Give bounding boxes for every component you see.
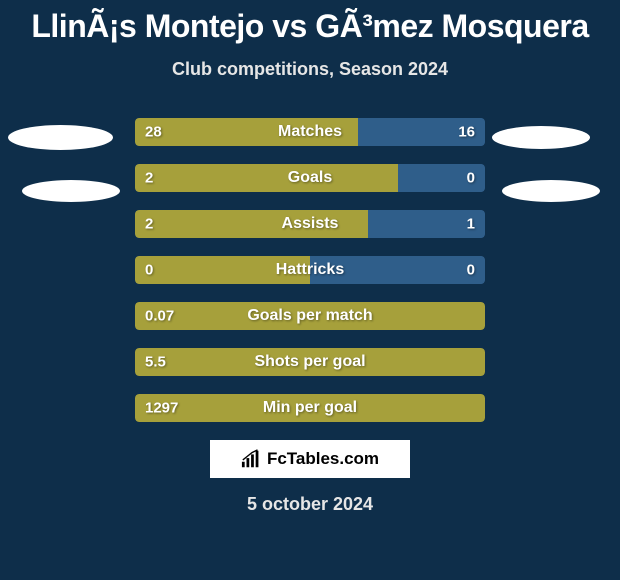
- stat-bar: Matches28 16: [135, 118, 485, 146]
- stat-label: Hattricks: [135, 261, 485, 279]
- branding-text: FcTables.com: [267, 449, 379, 469]
- page-subtitle: Club competitions, Season 2024: [0, 59, 620, 80]
- stat-label: Goals per match: [135, 307, 485, 325]
- stat-label: Matches: [135, 123, 485, 141]
- stat-value-left: 2: [145, 170, 153, 187]
- stat-label: Shots per goal: [135, 353, 485, 371]
- date-label: 5 october 2024: [0, 494, 620, 515]
- stat-bar: Hattricks0 0: [135, 256, 485, 284]
- page-title: LlinÃ¡s Montejo vs GÃ³mez Mosquera: [0, 0, 620, 45]
- player-ellipse-right-2: [502, 180, 600, 202]
- stat-value-right: 0: [467, 170, 475, 187]
- stat-value-left: 28: [145, 124, 162, 141]
- stat-bar: Goals per match0.07: [135, 302, 485, 330]
- stat-value-left: 0: [145, 262, 153, 279]
- stat-value-left: 0.07: [145, 308, 174, 325]
- stat-value-left: 2: [145, 216, 153, 233]
- stat-bar: Shots per goal5.5: [135, 348, 485, 376]
- player-ellipse-left-2: [22, 180, 120, 202]
- stat-value-left: 5.5: [145, 354, 166, 371]
- stat-bar: Assists2 1: [135, 210, 485, 238]
- stat-bar: Goals2 0: [135, 164, 485, 192]
- stat-label: Assists: [135, 215, 485, 233]
- stat-value-left: 1297: [145, 400, 178, 417]
- stat-label: Min per goal: [135, 399, 485, 417]
- stat-value-right: 1: [467, 216, 475, 233]
- stat-value-right: 16: [458, 124, 475, 141]
- branding-box: FcTables.com: [210, 440, 410, 478]
- stats-bars: Matches2816Goals20Assists21Hattricks00Go…: [135, 118, 485, 422]
- player-ellipse-right-1: [492, 126, 590, 149]
- stat-value-right: 0: [467, 262, 475, 279]
- chart-icon: [241, 449, 263, 469]
- stat-bar: Min per goal1297: [135, 394, 485, 422]
- player-ellipse-left-1: [8, 125, 113, 150]
- stat-label: Goals: [135, 169, 485, 187]
